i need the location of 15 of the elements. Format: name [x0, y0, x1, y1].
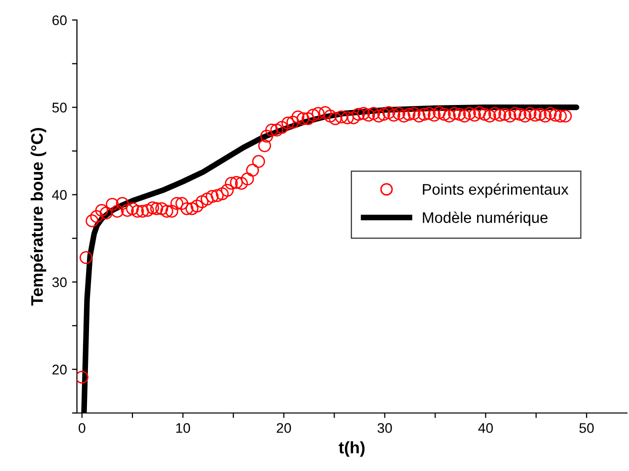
- y-tick-label: 60: [52, 15, 67, 26]
- y-tick-label: 30: [52, 277, 67, 288]
- y-tick-label: 20: [52, 364, 67, 375]
- x-tick-label: 0: [78, 423, 86, 433]
- x-tick-label: 30: [378, 423, 392, 433]
- x-tick-label: 50: [579, 423, 594, 433]
- y-tick-label: 50: [52, 102, 67, 113]
- x-axis-title: t(h): [338, 441, 365, 457]
- x-tick-label: 20: [276, 423, 292, 433]
- legend-label: Points expérimentaux: [422, 183, 568, 198]
- x-tick-label: 40: [478, 423, 493, 433]
- legend-label: Modèle numérique: [422, 212, 548, 226]
- x-tick-label: 10: [176, 423, 190, 433]
- y-axis-title: Température boue (°C): [30, 128, 46, 306]
- y-tick-label: 40: [52, 190, 67, 200]
